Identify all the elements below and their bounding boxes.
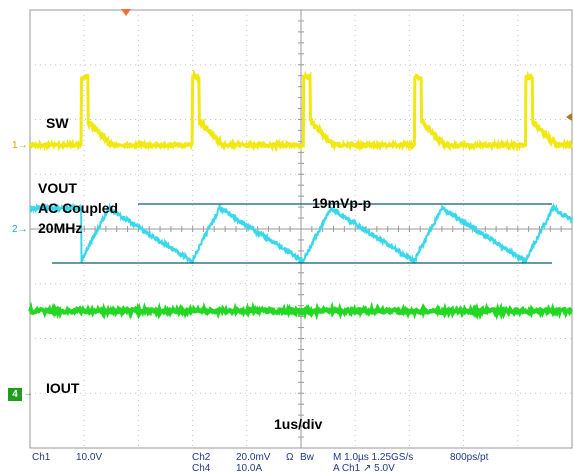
ch4-scale: 10.0A bbox=[236, 463, 263, 474]
ripple-measurement-label: 19mVp-p bbox=[312, 195, 372, 211]
cursor-lines bbox=[52, 203, 552, 264]
timebase-label: 1us/div bbox=[274, 416, 323, 432]
horizontal-setting: M 1.0µs 1.25GS/s bbox=[333, 452, 414, 463]
ch4-ground-marker: 4 bbox=[8, 388, 22, 401]
ch1-scale: 10.0V bbox=[76, 452, 103, 463]
bandwidth-label: 20MHz bbox=[38, 220, 83, 236]
sw-trace-label: SW bbox=[46, 115, 69, 131]
bandwidth-limit-icon: Bw bbox=[300, 452, 314, 463]
ch1-name: Ch1 bbox=[32, 452, 51, 463]
iout-waveform bbox=[28, 301, 573, 321]
coupling-label: AC Coupled bbox=[38, 200, 119, 216]
record-resolution: 800ps/pt bbox=[450, 452, 489, 463]
sw-waveform bbox=[28, 68, 573, 153]
ch2-name: Ch2 bbox=[192, 452, 211, 463]
vout-trace-label: VOUT bbox=[38, 180, 77, 196]
trigger-level-icon bbox=[566, 113, 572, 121]
ch1-ground-marker: 1→ bbox=[12, 140, 28, 151]
ch2-ground-marker: 2→ bbox=[12, 224, 28, 235]
graticule-grid bbox=[29, 9, 573, 449]
ch2-scale: 20.0mV bbox=[236, 452, 271, 463]
waveforms bbox=[28, 68, 573, 321]
iout-trace-label: IOUT bbox=[46, 380, 80, 396]
trigger-marker bbox=[121, 9, 572, 121]
ch4-arrow-icon: → bbox=[23, 388, 33, 399]
ohm-icon: Ω bbox=[286, 452, 294, 463]
trigger-setting: A Ch1 ↗ 5.0V bbox=[333, 463, 395, 474]
ch4-name: Ch4 bbox=[192, 463, 211, 474]
vout-waveform bbox=[29, 201, 573, 265]
trigger-position-icon bbox=[121, 9, 131, 16]
